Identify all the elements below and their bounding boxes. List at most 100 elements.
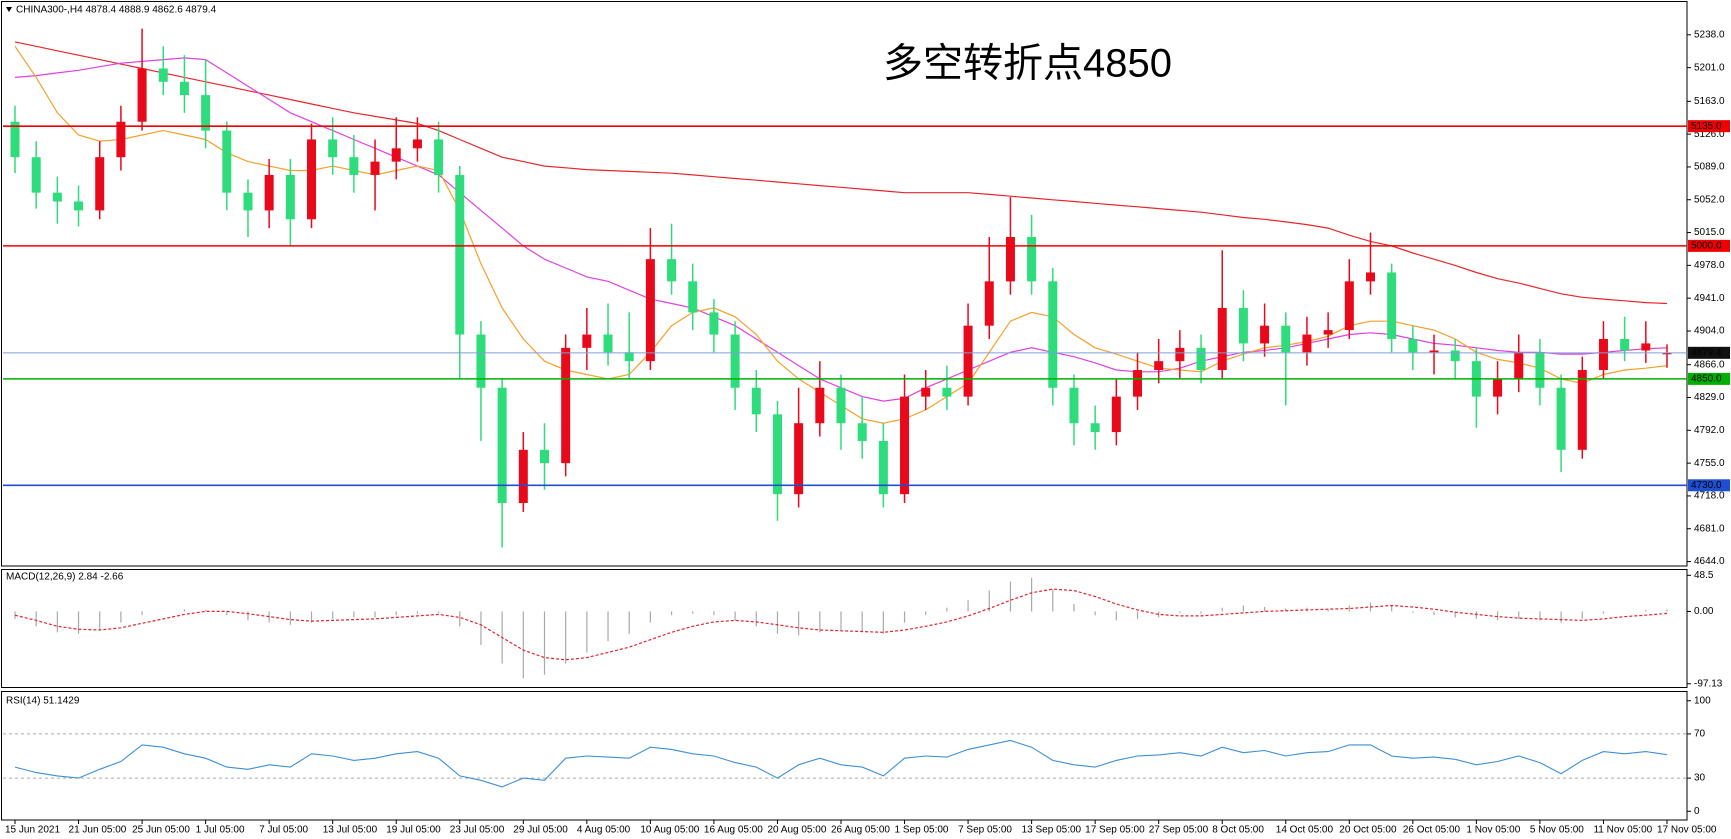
candle-body: [645, 259, 655, 362]
level-label-box: [1688, 479, 1730, 492]
candle-body: [412, 139, 422, 149]
x-tick-label: 17 Nov 05:00: [1657, 825, 1717, 836]
candle-body: [1302, 334, 1312, 353]
candle-body: [370, 161, 380, 175]
candle-body: [1535, 352, 1545, 388]
header: CHINA300-,H4 4878.4 4888.9 4862.6 4879.4: [16, 5, 217, 16]
candle-body: [95, 157, 105, 211]
candle-body: [1260, 325, 1270, 344]
candle-body: [1005, 237, 1015, 282]
candle-body: [921, 387, 931, 397]
candle-body: [603, 334, 613, 353]
moving-average: [14, 41, 1668, 305]
x-tick-label: 20 Aug 05:00: [767, 825, 826, 836]
candle-body: [243, 192, 253, 211]
y-tick-label: 5163.0: [1694, 96, 1725, 107]
y-tick-label: 0: [1694, 806, 1700, 817]
candle-body: [31, 157, 41, 193]
y-tick-label: 0.00: [1694, 606, 1714, 617]
y-tick-label: 5052.0: [1694, 194, 1725, 205]
current-price-label: 4879.4: [1691, 347, 1722, 358]
candle-body: [667, 259, 677, 282]
candle-body: [561, 347, 571, 464]
candle-body: [201, 95, 211, 131]
y-tick-label: 4866.0: [1694, 359, 1725, 370]
candle-body: [857, 423, 867, 441]
candle-body: [1577, 370, 1587, 450]
y-tick-label: 4718.0: [1694, 491, 1725, 502]
x-tick-label: 1 Jul 05:00: [196, 825, 245, 836]
macd-label: MACD(12,26,9) 2.84 -2.66: [6, 572, 124, 583]
annotation: 多空转折点4850: [883, 42, 1172, 86]
rsi-frame: [1, 691, 1688, 821]
x-tick-label: 1 Nov 05:00: [1466, 825, 1520, 836]
x-tick-label: 15 Jun 2021: [5, 825, 60, 836]
candle-body: [815, 387, 825, 424]
candle-body: [1196, 347, 1206, 371]
level-label-box: [1688, 372, 1730, 385]
candle-body: [476, 334, 486, 388]
x-tick-label: 19 Jul 05:00: [386, 825, 441, 836]
x-tick-label: 29 Jul 05:00: [513, 825, 568, 836]
main-frame: [1, 1, 1688, 567]
candle-body: [158, 68, 168, 82]
candle-body: [772, 414, 782, 495]
y-tick-label: 4755.0: [1694, 458, 1725, 469]
candle-body: [1281, 325, 1291, 353]
macd-signal: [14, 588, 1668, 661]
x-tick-label: 7 Jul 05:00: [259, 825, 308, 836]
candle-body: [1365, 272, 1375, 282]
candle-body: [963, 325, 973, 397]
candle-body: [1662, 352, 1672, 355]
x-tick-label: 20 Oct 05:00: [1339, 825, 1397, 836]
candle-body: [455, 174, 465, 335]
candle-body: [1408, 338, 1418, 353]
candle-body: [1069, 387, 1079, 424]
macd-frame: [1, 569, 1688, 688]
x-tick-label: 8 Oct 05:00: [1212, 825, 1264, 836]
candle-body: [1514, 352, 1524, 379]
moving-average: [14, 45, 1668, 424]
x-tick-label: 21 Jun 05:00: [69, 825, 127, 836]
y-tick-label: 4978.0: [1694, 260, 1725, 271]
y-tick-label: 4941.0: [1694, 293, 1725, 304]
candle-body: [328, 139, 338, 158]
x-tick-label: 16 Aug 05:00: [704, 825, 763, 836]
candle-body: [10, 121, 20, 158]
y-tick-label: 4792.0: [1694, 425, 1725, 436]
y-tick-label: 5201.0: [1694, 62, 1725, 73]
candle-body: [264, 174, 274, 211]
y-tick-label: 4904.0: [1694, 326, 1725, 337]
y-tick-label: 4644.0: [1694, 556, 1725, 567]
candle-body: [52, 192, 62, 202]
candle-body: [1387, 272, 1397, 339]
current-price-box: [1688, 346, 1730, 359]
candle-body: [1450, 350, 1460, 362]
candle-body: [900, 396, 910, 495]
x-tick-label: 4 Aug 05:00: [577, 825, 631, 836]
candle-body: [1598, 338, 1608, 371]
x-tick-label: 1 Sep 05:00: [895, 825, 949, 836]
candle-body: [1133, 370, 1143, 397]
y-tick-label: 30: [1694, 773, 1706, 784]
candle-body: [878, 440, 888, 495]
candle-body: [1111, 396, 1121, 433]
candle-body: [434, 139, 444, 175]
candle-body: [1429, 350, 1439, 353]
candle-body: [539, 449, 549, 464]
x-tick-label: 13 Sep 05:00: [1022, 825, 1082, 836]
candle-body: [1323, 330, 1333, 335]
candle-body: [709, 312, 719, 335]
y-tick-label: 5126.0: [1694, 129, 1725, 140]
menu-arrow: [6, 7, 12, 12]
candle-body: [1048, 281, 1058, 388]
candle-body: [179, 81, 189, 96]
candle-body: [349, 157, 359, 175]
x-tick-label: 26 Aug 05:00: [831, 825, 890, 836]
y-tick-label: 100: [1694, 695, 1711, 706]
level-label-box: [1688, 239, 1730, 252]
candle-body: [1027, 237, 1037, 282]
candle-body: [751, 387, 761, 415]
